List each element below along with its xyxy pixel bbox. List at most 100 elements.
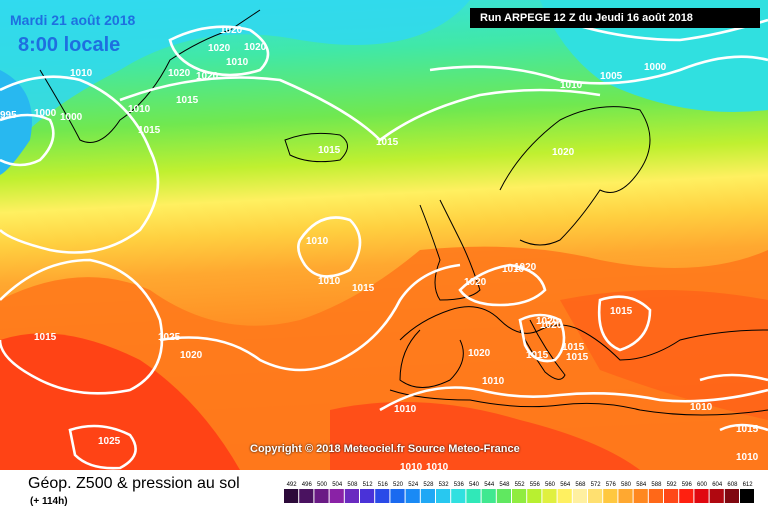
isobar-label: 1000 xyxy=(644,62,667,73)
isobar-label: 1025 xyxy=(98,436,121,447)
isobar-label: 1010 xyxy=(226,57,249,68)
coastlines xyxy=(39,9,768,416)
scale-tick-label: 608 xyxy=(727,482,738,488)
scale-tick-label: 560 xyxy=(545,482,556,488)
scale-tick-label: 600 xyxy=(697,482,708,488)
scale-swatch xyxy=(451,489,466,503)
scale-tick-label: 612 xyxy=(743,482,754,488)
isobar-label: 1020 xyxy=(220,25,243,36)
isobar-label: 1020 xyxy=(180,350,203,361)
isobar-label: 1015 xyxy=(318,145,341,156)
scale-tick-label: 500 xyxy=(317,482,328,488)
scale-swatch xyxy=(496,489,511,503)
isobar-label: 1010 xyxy=(318,276,341,287)
isobar-label: 1015 xyxy=(352,283,375,294)
scale-swatch xyxy=(360,489,375,503)
isobar-label: 1010 xyxy=(306,236,329,247)
scale-tick-label: 520 xyxy=(393,482,404,488)
scale-tick-label: 596 xyxy=(682,482,693,488)
scale-tick-label: 528 xyxy=(423,482,434,488)
scale-swatch xyxy=(405,489,420,503)
scale-swatch xyxy=(664,489,679,503)
weather-map: 1020 1020 1020 1020 1020 1010 1010 1000 … xyxy=(0,0,768,470)
isobar-label: 1010 xyxy=(560,80,583,91)
isobar-label: 1000 xyxy=(60,112,83,123)
isobar-label: 1020 xyxy=(540,320,563,331)
scale-swatch xyxy=(709,489,724,503)
scale-swatch xyxy=(542,489,557,503)
cold-core xyxy=(0,70,32,175)
scale-tick-label: 524 xyxy=(408,482,419,488)
isobar-label: 1020 xyxy=(244,42,267,53)
isobar-label: 1010 xyxy=(400,462,423,470)
isobar-label: 1015 xyxy=(34,332,57,343)
scale-tick-label: 572 xyxy=(591,482,602,488)
scale-tick-label: 532 xyxy=(439,482,450,488)
scale-tick-label: 568 xyxy=(575,482,586,488)
isobar-label: 1010 xyxy=(394,404,417,415)
scale-swatch xyxy=(299,489,314,503)
scale-swatch xyxy=(375,489,390,503)
isobar-label: 1015 xyxy=(610,306,633,317)
scale-swatch xyxy=(648,489,663,503)
isobar-label: 995 xyxy=(0,110,17,121)
scale-tick-label: 592 xyxy=(667,482,678,488)
scale-swatch xyxy=(588,489,603,503)
hot-sahara xyxy=(330,402,640,470)
isobar-label: 1010 xyxy=(128,104,151,115)
scale-tick-label: 504 xyxy=(332,482,343,488)
isobar-label: 1020 xyxy=(514,262,537,273)
scale-swatch xyxy=(466,489,481,503)
hot-east xyxy=(560,290,768,420)
isobar-label: 1015 xyxy=(566,352,589,363)
map-footer: Géop. Z500 & pression au sol (+ 114h) 49… xyxy=(0,470,768,512)
scale-tick-label: 564 xyxy=(560,482,571,488)
cold-ne xyxy=(540,0,768,112)
scale-swatch xyxy=(694,489,709,503)
scale-tick-label: 544 xyxy=(484,482,495,488)
scale-tick-label: 496 xyxy=(302,482,313,488)
isobar-labels: 1020 1020 1020 1020 1020 1010 1010 1000 … xyxy=(0,25,759,470)
scale-swatch xyxy=(679,489,694,503)
scale-tick-label: 508 xyxy=(347,482,358,488)
isobar-label: 1025 xyxy=(158,332,181,343)
isobar-label: 1020 xyxy=(168,68,191,79)
scale-tick-label: 540 xyxy=(469,482,480,488)
isobars xyxy=(0,18,768,470)
scale-swatch xyxy=(436,489,451,503)
isobar-label: 1015 xyxy=(376,137,399,148)
scale-swatch xyxy=(740,489,754,503)
scale-swatch xyxy=(314,489,329,503)
scale-swatch xyxy=(603,489,618,503)
isobar-label: 1005 xyxy=(600,71,623,82)
scale-swatch xyxy=(557,489,572,503)
scale-swatch xyxy=(527,489,542,503)
forecast-lead-time: (+ 114h) xyxy=(30,496,68,507)
isobar-label: 1015 xyxy=(176,95,199,106)
isobar-label: 1020 xyxy=(196,71,219,82)
cold-trough xyxy=(0,0,470,160)
isobar-label: 1020 xyxy=(552,147,575,158)
isobar-label: 1000 xyxy=(34,108,57,119)
isobar-label: 1015 xyxy=(138,125,161,136)
scale-tick-label: 548 xyxy=(499,482,510,488)
scale-tick-label: 516 xyxy=(378,482,389,488)
forecast-local-time: 8:00 locale xyxy=(18,34,121,56)
hot-southwest xyxy=(0,333,240,470)
isobar-label: 1020 xyxy=(468,348,491,359)
scale-tick-label: 576 xyxy=(606,482,617,488)
isobar-label: 1010 xyxy=(736,452,759,463)
scale-swatch xyxy=(284,489,299,503)
isobar-label: 1010 xyxy=(482,376,505,387)
scale-swatch xyxy=(724,489,739,503)
scale-swatch xyxy=(390,489,405,503)
scale-swatch xyxy=(572,489,587,503)
scale-tick-label: 552 xyxy=(515,482,526,488)
isobar-label: 1015 xyxy=(562,342,585,353)
isobar-label: 1010 xyxy=(426,462,449,470)
scale-swatch xyxy=(633,489,648,503)
scale-tick-label: 512 xyxy=(363,482,374,488)
scale-tick-label: 580 xyxy=(621,482,632,488)
scale-swatch xyxy=(420,489,435,503)
copyright-notice: Copyright © 2018 Meteociel.fr Source Met… xyxy=(250,443,520,455)
